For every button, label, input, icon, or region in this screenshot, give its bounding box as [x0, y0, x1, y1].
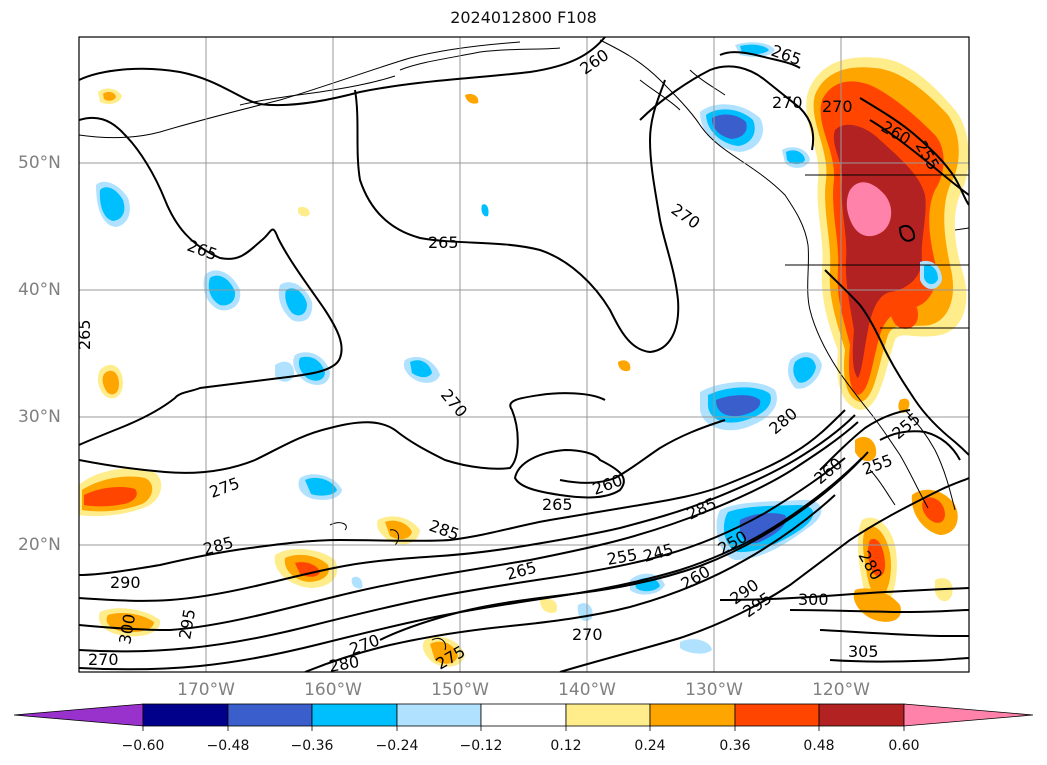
shade-pink-core [846, 182, 892, 237]
plot-frame [78, 36, 970, 673]
colorbar [13, 703, 1034, 731]
gridlines [79, 37, 969, 672]
colorbar-tick-label: 0.36 [719, 738, 751, 754]
colorbar-tick-label: −0.36 [290, 738, 334, 754]
latitude-label: 30°N [18, 407, 61, 427]
colorbar-tick-label: −0.12 [459, 738, 503, 754]
colorbar-min-extension [13, 703, 144, 727]
contour-label: 265 [428, 233, 459, 252]
coastlines [79, 39, 969, 651]
colorbar-tick-label: −0.48 [206, 738, 250, 754]
contour-label: 255 [605, 545, 638, 569]
contour-label: 265 [185, 236, 220, 264]
contour-label: 270 [437, 385, 471, 421]
colorbar-tick-label: 0.48 [803, 738, 835, 754]
contour-label: 280 [327, 652, 360, 676]
contour-label: 290 [110, 573, 141, 592]
colorbar-tick-label: 0.24 [634, 738, 666, 754]
contour-label: 270 [822, 97, 853, 116]
contour-labels: 260 265 270 270 260 255 270 265 265 265 … [75, 41, 943, 676]
colorbar-tick-label: −0.24 [375, 738, 419, 754]
contour-label: 270 [668, 200, 704, 233]
contour-label: 270 [572, 625, 603, 644]
longitude-label: 170°W [177, 680, 235, 700]
latitude-label: 20°N [18, 535, 61, 555]
longitude-label: 140°W [558, 680, 616, 700]
contour-lines [79, 37, 969, 672]
contour-label: 265 [75, 319, 94, 350]
contour-label: 305 [848, 642, 879, 661]
contour-label: 270 [88, 650, 119, 669]
colorbar-tick-label: −0.60 [121, 738, 165, 754]
colorbar-max-extension [903, 703, 1034, 727]
contour-label: 300 [115, 612, 139, 645]
longitude-label: 160°W [304, 680, 362, 700]
colorbar-tick-label: 0.12 [550, 738, 582, 754]
contour-label: 245 [641, 540, 675, 566]
contour-label: 260 [576, 45, 612, 78]
longitude-label: 150°W [431, 680, 489, 700]
contour-label: 260 [590, 470, 625, 498]
contour-label: 265 [769, 41, 804, 69]
contour-label: 265 [542, 495, 573, 514]
longitude-label: 130°W [685, 680, 743, 700]
latitude-label: 40°N [18, 280, 61, 300]
latitude-label: 50°N [18, 153, 61, 173]
contour-label: 275 [207, 473, 242, 501]
map-title: 2024012800 F108 [450, 8, 597, 27]
contour-label: 295 [175, 607, 199, 640]
contour-label: 300 [798, 590, 829, 609]
colorbar-tick-label: 0.60 [888, 738, 920, 754]
contour-label: 270 [772, 93, 803, 112]
longitude-label: 120°W [812, 680, 870, 700]
